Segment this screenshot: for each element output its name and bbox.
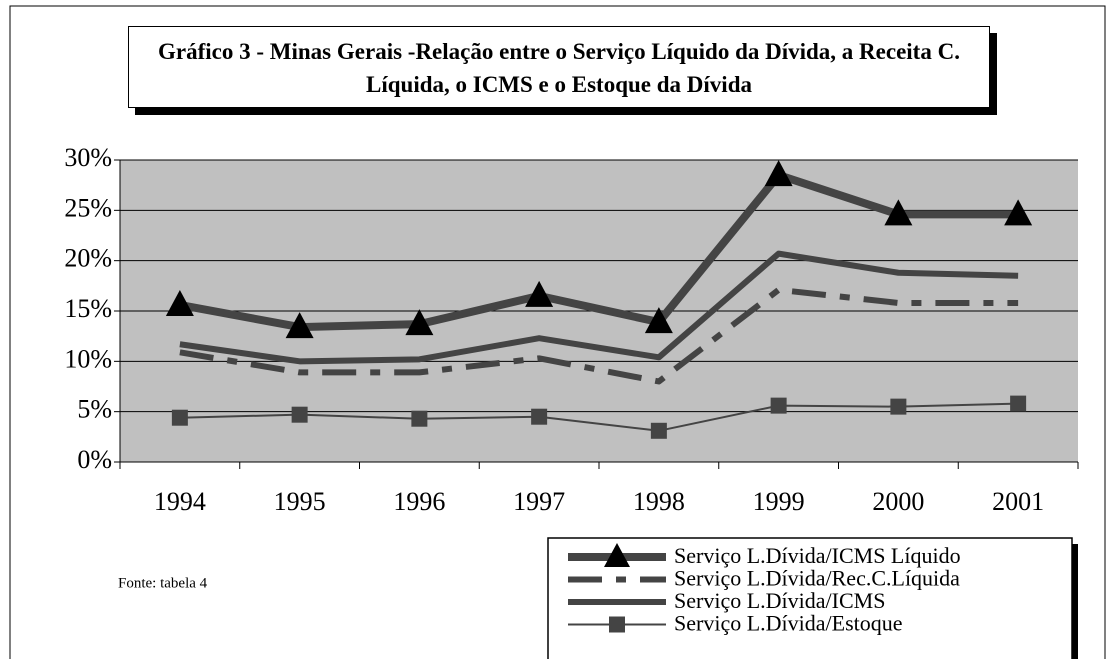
square-marker xyxy=(650,422,667,439)
x-tick-label: 1995 xyxy=(274,487,326,516)
x-tick-label: 1996 xyxy=(393,487,445,516)
legend-label: Serviço L.Dívida/Estoque xyxy=(674,611,903,636)
x-tick-label: 1999 xyxy=(753,487,805,516)
y-tick-label: 5% xyxy=(77,395,112,424)
triangle-marker xyxy=(644,307,673,334)
triangle-marker xyxy=(884,199,913,226)
square-marker xyxy=(531,408,548,425)
frame xyxy=(9,5,1106,659)
triangle-marker xyxy=(405,309,434,336)
source-note: Fonte: tabela 4 xyxy=(118,575,208,591)
square-marker xyxy=(171,409,188,426)
triangle-marker xyxy=(764,160,793,187)
triangle-marker xyxy=(165,289,194,316)
y-tick-label: 0% xyxy=(77,445,112,474)
x-tick-label: 1997 xyxy=(513,487,565,516)
legend-marker xyxy=(604,543,630,567)
square-marker xyxy=(1010,395,1027,412)
square-marker xyxy=(770,397,787,414)
square-marker xyxy=(890,398,907,415)
x-tick-label: 2000 xyxy=(872,487,924,516)
triangle-marker xyxy=(285,312,314,339)
y-tick-label: 20% xyxy=(64,244,112,273)
series-line xyxy=(179,402,1019,432)
triangle-marker xyxy=(1004,199,1033,226)
legend-label: Serviço L.Dívida/ICMS Líquido xyxy=(674,543,961,568)
legend-label: Serviço L.Dívida/ICMS xyxy=(674,588,885,613)
x-tick-label: 2001 xyxy=(992,487,1044,516)
x-tick-label: 1998 xyxy=(633,487,685,516)
square-marker xyxy=(291,406,308,423)
legend-label: Serviço L.Dívida/Rec.C.Líquida xyxy=(674,566,960,591)
legend-marker xyxy=(609,616,625,633)
x-tick-label: 1994 xyxy=(154,487,206,516)
triangle-marker xyxy=(525,280,554,307)
square-marker xyxy=(411,410,428,427)
series-line xyxy=(179,250,1019,365)
y-tick-label: 30% xyxy=(64,143,112,172)
chart-title: Gráfico 3 - Minas Gerais -Relação entre … xyxy=(128,26,990,108)
y-tick-label: 25% xyxy=(64,193,112,222)
series-line xyxy=(179,171,1019,332)
y-tick-label: 15% xyxy=(64,294,112,323)
series-line xyxy=(179,286,1019,385)
y-tick-label: 10% xyxy=(64,344,112,373)
